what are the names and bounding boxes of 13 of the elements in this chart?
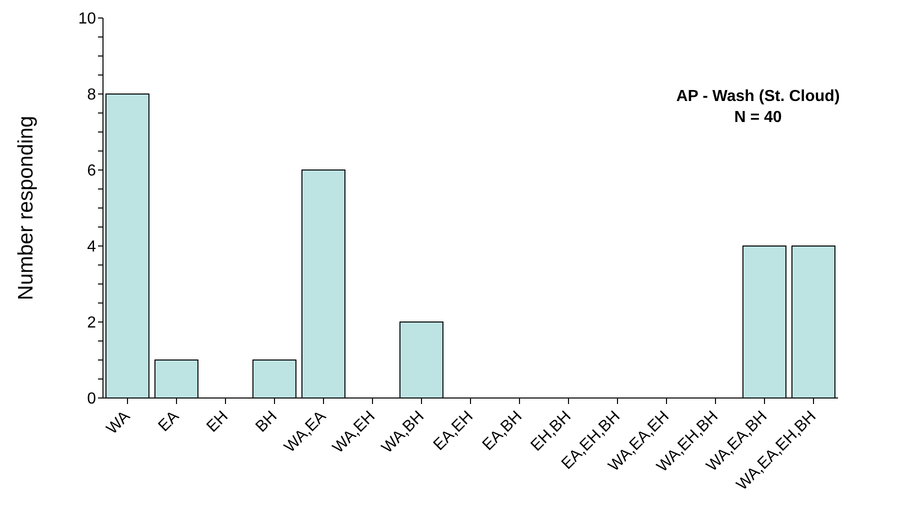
y-axis-title: Number responding (14, 116, 38, 300)
y-tick-label: 8 (87, 86, 96, 104)
y-tick-label: 10 (78, 10, 96, 28)
x-tick-label: EA (155, 408, 183, 436)
x-tick-label: BH (252, 408, 281, 436)
annotation: AP - Wash (St. Cloud) (675, 88, 841, 106)
y-tick-label: 2 (87, 314, 96, 332)
annotation: N = 40 (733, 109, 783, 127)
y-tick-label: 6 (87, 162, 96, 180)
y-tick-label: 4 (87, 238, 96, 256)
x-tick-label: EH (204, 408, 232, 436)
x-tick-label: WA (104, 408, 134, 438)
y-tick-label: 0 (87, 390, 96, 408)
